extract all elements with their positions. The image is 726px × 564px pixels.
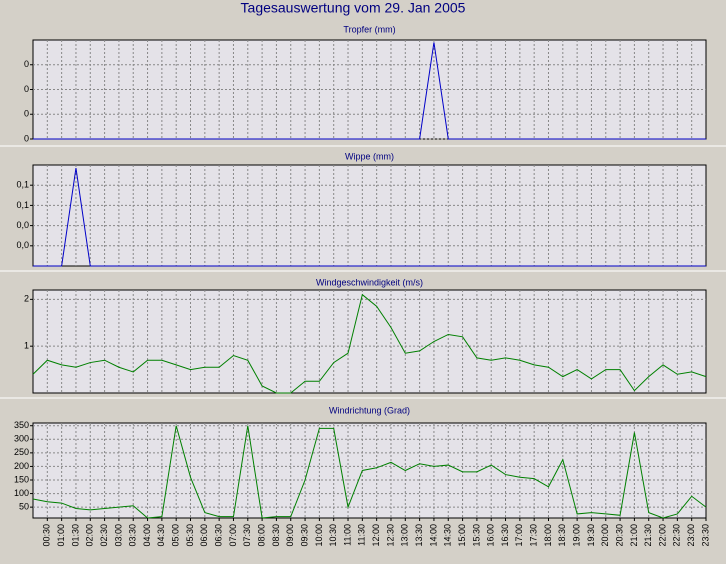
y-tick-label: 0,0	[16, 220, 29, 230]
x-tick-label: 23:30	[700, 524, 710, 547]
x-tick-label: 03:00	[113, 524, 123, 547]
x-tick-label: 01:00	[56, 524, 66, 547]
x-tick-label: 00:30	[42, 524, 52, 547]
x-tick-label: 20:00	[600, 524, 610, 547]
x-tick-label: 20:30	[614, 524, 624, 547]
x-tick-label: 04:00	[142, 524, 152, 547]
y-tick-label: 0	[24, 109, 29, 119]
panel-title: Windrichtung (Grad)	[329, 405, 410, 415]
panel-title: Windgeschwindigkeit (m/s)	[316, 277, 423, 287]
x-tick-label: 07:30	[242, 524, 252, 547]
x-tick-label: 11:30	[357, 524, 367, 546]
x-tick-label: 07:00	[228, 524, 238, 547]
y-tick-label: 0,1	[16, 200, 29, 210]
x-tick-label: 13:30	[414, 524, 424, 547]
panel-title: Tropfer (mm)	[343, 24, 395, 34]
x-tick-label: 08:00	[256, 524, 266, 547]
x-tick-label: 18:00	[543, 524, 553, 547]
y-tick-label: 100	[14, 488, 29, 498]
x-tick-label: 14:30	[443, 524, 453, 547]
x-tick-label: 03:30	[128, 524, 138, 547]
x-tick-label: 21:30	[643, 524, 653, 547]
x-tick-label: 09:30	[299, 524, 309, 547]
y-tick-label: 2	[24, 294, 29, 304]
x-tick-label: 06:00	[199, 524, 209, 547]
x-tick-label: 15:30	[471, 524, 481, 547]
x-tick-label: 12:30	[385, 524, 395, 547]
y-tick-label: 50	[19, 502, 29, 512]
plot-area	[32, 422, 707, 519]
x-tick-label: 05:00	[171, 524, 181, 547]
x-tick-label: 13:00	[400, 524, 410, 547]
x-tick-label: 04:30	[156, 524, 166, 547]
panel-title: Wippe (mm)	[345, 151, 394, 161]
x-tick-label: 22:30	[672, 524, 682, 547]
x-tick-label: 23:00	[686, 524, 696, 547]
y-tick-label: 0,1	[16, 180, 29, 190]
x-tick-label: 19:00	[572, 524, 582, 547]
x-tick-label: 16:30	[500, 524, 510, 547]
x-tick-label: 19:30	[586, 524, 596, 547]
x-tick-label: 02:30	[99, 524, 109, 547]
y-tick-label: 200	[14, 461, 29, 471]
y-tick-label: 0,0	[16, 240, 29, 250]
x-tick-label: 11:00	[342, 524, 352, 546]
x-tick-label: 14:00	[428, 524, 438, 547]
data-line	[33, 42, 706, 140]
x-tick-label: 05:30	[185, 524, 195, 547]
x-tick-label: 02:00	[85, 524, 95, 547]
y-tick-label: 0	[24, 59, 29, 69]
y-tick-label: 250	[14, 447, 29, 457]
x-tick-label: 08:30	[271, 524, 281, 547]
x-tick-label: 12:00	[371, 524, 381, 547]
data-line	[33, 167, 706, 267]
x-tick-label: 15:00	[457, 524, 467, 547]
plot-area	[32, 164, 707, 267]
x-tick-label: 01:30	[70, 524, 80, 547]
y-tick-label: 0	[24, 84, 29, 94]
x-tick-label: 22:00	[657, 524, 667, 547]
x-tick-label: 18:30	[557, 524, 567, 547]
plot-area	[32, 289, 707, 394]
y-tick-label: 150	[14, 474, 29, 484]
data-line	[32, 425, 707, 519]
x-tick-label: 10:30	[328, 524, 338, 547]
x-tick-label: 10:00	[314, 524, 324, 547]
y-tick-label: 1	[24, 341, 29, 351]
x-tick-label: 17:30	[529, 524, 539, 547]
x-tick-label: 16:00	[486, 524, 496, 547]
y-tick-label: 350	[14, 420, 29, 430]
x-tick-label: 06:30	[214, 524, 224, 547]
x-tick-label: 21:00	[629, 524, 639, 547]
y-tick-label: 0	[24, 133, 29, 143]
x-tick-label: 09:00	[285, 524, 295, 547]
data-line	[32, 293, 707, 394]
page-title: Tagesauswertung vom 29. Jan 2005	[241, 0, 466, 16]
x-tick-label: 17:00	[514, 524, 524, 547]
y-tick-label: 300	[14, 434, 29, 444]
